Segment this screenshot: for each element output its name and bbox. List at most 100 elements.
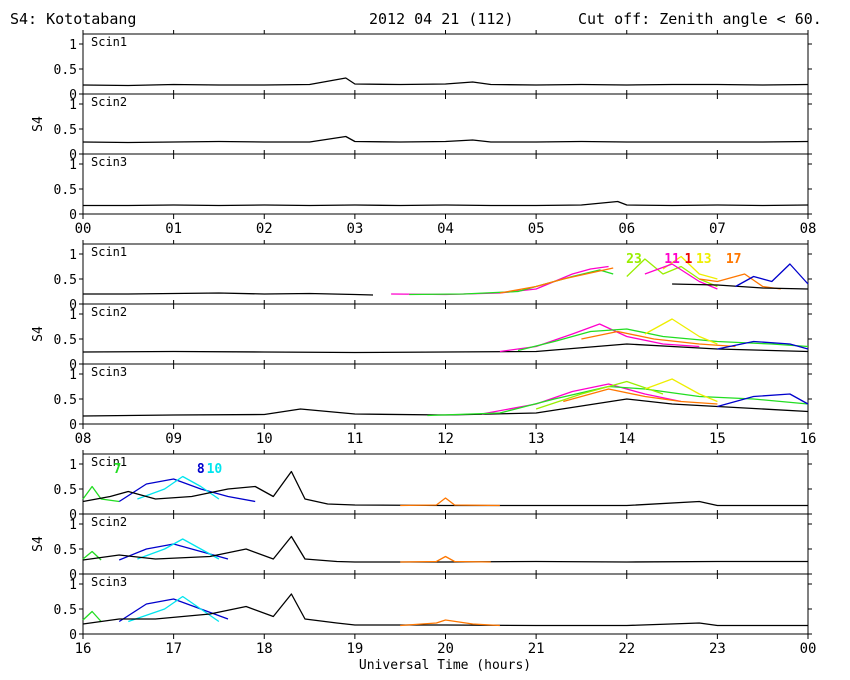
y-tick-label: 1: [69, 518, 77, 533]
y-tick-label: 1: [69, 458, 77, 473]
prn-label: 7: [114, 462, 122, 477]
panel-scin3: 0 0.5 1 Scin3: [54, 570, 812, 643]
x-tick-label: 21: [528, 641, 545, 657]
y-tick-label: 0: [69, 418, 77, 433]
x-tick-label: 06: [618, 221, 635, 237]
series-line-black: [82, 593, 808, 627]
series-line-orange: [581, 330, 736, 348]
x-tick-label: 04: [437, 221, 454, 237]
series-line-orange: [563, 388, 718, 405]
y-tick-label: 1: [69, 248, 77, 263]
series-line-black: [82, 77, 809, 87]
series-line-cyan: [137, 538, 220, 560]
panel-group-1: 0 0.5 1 Scin1 0 0.5 1 Scin2 0 0.5 1 Scin3 S4 00 01 02 03…: [31, 30, 816, 237]
x-tick-label: 08: [800, 221, 817, 237]
series-line-orange: [400, 497, 500, 507]
y-tick-label: 0.5: [54, 63, 77, 78]
y-tick-label: 0.5: [54, 333, 77, 348]
prn-label: 13: [696, 252, 712, 267]
series-line-black: [82, 535, 808, 563]
y-tick-label: 1: [69, 308, 77, 323]
panel-label: Scin3: [91, 365, 127, 379]
prn-label: 8: [197, 462, 205, 477]
series-line-orange: [499, 267, 614, 294]
series-line-blue: [717, 340, 809, 350]
x-tick-label: 05: [528, 221, 545, 237]
station-title: S4: Kototabang: [10, 10, 136, 28]
series-line-green: [82, 485, 120, 503]
y-tick-label: 0.5: [54, 123, 77, 138]
panel-frame: [82, 303, 809, 365]
series-line-cyan: [137, 475, 220, 500]
y-tick-label: 1: [69, 578, 77, 593]
x-tick-label: 19: [346, 641, 363, 657]
y-tick-label: 1: [69, 98, 77, 113]
series-line-black: [82, 470, 808, 507]
x-tick-label: 20: [437, 641, 454, 657]
series-line-black: [672, 283, 809, 290]
x-tick-label: 03: [346, 221, 363, 237]
series-line-blue: [735, 263, 809, 288]
panel-scin2: 0 0.5 1 Scin2: [54, 90, 812, 163]
panel-group-3: 0 0.5 1 Scin1 0 0.5 1 Scin2 0 0.5 1 Scin3 S4 16 17 18 19…: [31, 450, 816, 657]
prn-label: 17: [726, 252, 742, 267]
x-tick-label: 01: [165, 221, 182, 237]
y-axis-label: S4: [31, 326, 46, 342]
series-line-yellow: [662, 255, 718, 280]
y-tick-label: 0: [69, 568, 77, 583]
x-tick-label: 14: [618, 431, 635, 447]
panel-scin1: 0 0.5 1 Scin1: [54, 450, 812, 523]
panel-label: Scin2: [91, 95, 127, 109]
series-line-orange: [400, 555, 491, 563]
series-line-green: [82, 610, 102, 622]
x-tick-label: 10: [256, 431, 273, 447]
panel-scin3: 0 0.5 1 Scin3: [54, 360, 812, 433]
y-tick-label: 0.5: [54, 393, 77, 408]
x-tick-label: 00: [800, 641, 817, 657]
y-tick-label: 0.5: [54, 603, 77, 618]
series-line-lime: [535, 380, 664, 410]
series-line-blue: [717, 393, 809, 408]
series-line-green: [517, 328, 809, 352]
y-axis-label: S4: [31, 116, 46, 132]
x-tick-label: 18: [256, 641, 273, 657]
y-tick-label: 0: [69, 208, 77, 223]
y-tick-label: 0: [69, 628, 77, 643]
panel-scin1: 0 0.5 1 Scin1: [54, 240, 812, 313]
panel-scin1: 0 0.5 1 Scin1: [54, 30, 812, 103]
panel-label: Scin2: [91, 305, 127, 319]
x-tick-label: 09: [165, 431, 182, 447]
series-line-orange: [699, 273, 781, 290]
x-tick-label: 23: [709, 641, 726, 657]
panel-scin3: 0 0.5 1 Scin3: [54, 150, 812, 223]
x-tick-label: 16: [75, 641, 92, 657]
panel-label: Scin2: [91, 515, 127, 529]
y-tick-label: 1: [69, 158, 77, 173]
series-line-black: [83, 200, 809, 207]
date-title: 2012 04 21 (112): [369, 10, 514, 28]
series-line-black: [82, 343, 809, 354]
prn-label: 23: [626, 252, 642, 267]
x-tick-label: 17: [165, 641, 182, 657]
panel-scin2: 0 0.5 1 Scin2: [54, 510, 812, 583]
y-tick-label: 0: [69, 298, 77, 313]
y-tick-label: 0.5: [54, 543, 77, 558]
y-tick-label: 0: [69, 148, 77, 163]
panel-frame: [82, 93, 809, 155]
series-line-black: [83, 292, 374, 296]
series-line-blue: [118, 478, 256, 503]
y-tick-label: 0: [69, 88, 77, 103]
x-tick-label: 15: [709, 431, 726, 447]
prn-label: 1: [684, 252, 692, 267]
y-axis-label: S4: [31, 536, 46, 552]
x-tick-label: 12: [437, 431, 454, 447]
y-tick-label: 0.5: [54, 483, 77, 498]
y-tick-label: 0: [69, 508, 77, 523]
cutoff-title: Cut off: Zenith angle < 60.: [578, 10, 822, 28]
series-line-yellow: [644, 378, 718, 403]
series-line-black: [82, 135, 809, 144]
series-line-green: [82, 550, 102, 561]
series-line-blue: [118, 598, 229, 623]
